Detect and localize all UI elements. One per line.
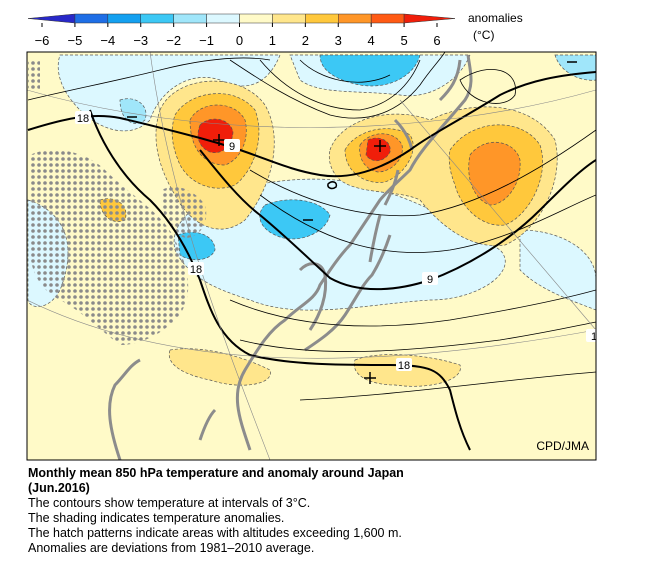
caption-line: The shading indicates temperature anomal… bbox=[28, 511, 285, 525]
colorbar-tick-label: −4 bbox=[100, 33, 115, 48]
colorbar-swatch bbox=[173, 13, 207, 24]
colorbar-swatch bbox=[403, 13, 456, 24]
contour-label: 18 bbox=[77, 113, 89, 125]
contour-label-box bbox=[224, 139, 240, 152]
map-frame bbox=[26, 51, 597, 461]
colorbar-tick-label: 0 bbox=[236, 33, 243, 48]
contour-label: 1 bbox=[591, 331, 597, 343]
contour-labels: 18 9 18 9 18 1 bbox=[75, 111, 597, 372]
caption-period: (Jun.2016) bbox=[28, 481, 90, 495]
colorbar-swatch bbox=[74, 13, 109, 24]
colorbar-tick-label: −1 bbox=[199, 33, 214, 48]
colorbar-swatch bbox=[370, 13, 405, 24]
caption-line: The contours show temperature at interva… bbox=[28, 496, 311, 510]
colorbar-tick-label: 1 bbox=[269, 33, 276, 48]
contour-label-box bbox=[422, 272, 438, 285]
colorbar-tick-label: 6 bbox=[433, 33, 440, 48]
colorbar-tick-label: −6 bbox=[35, 33, 50, 48]
colorbar-swatch bbox=[338, 13, 372, 24]
caption-line: Anomalies are deviations from 1981–2010 … bbox=[28, 541, 315, 555]
colorbar-swatch bbox=[239, 13, 273, 24]
contour-label: 9 bbox=[229, 141, 235, 153]
coastline bbox=[108, 54, 473, 460]
colorbar-swatch bbox=[206, 13, 240, 24]
colorbar-tick-label: −3 bbox=[133, 33, 148, 48]
map: 18 9 18 9 18 1 CPD/JMA bbox=[27, 52, 597, 460]
colorbar-title: anomalies bbox=[468, 11, 523, 25]
contours bbox=[27, 52, 596, 451]
colorbar-tick-label: 4 bbox=[368, 33, 375, 48]
extrema-markers bbox=[127, 61, 577, 384]
colorbar-swatch bbox=[27, 13, 76, 24]
caption-title: Monthly mean 850 hPa temperature and ano… bbox=[28, 466, 404, 480]
contour-label: 9 bbox=[427, 274, 433, 286]
colorbar-tick-label: 2 bbox=[302, 33, 309, 48]
colorbar-tick-label: 5 bbox=[400, 33, 407, 48]
caption-line: The hatch patterns indicate areas with a… bbox=[28, 526, 402, 540]
colorbar-swatch bbox=[140, 13, 174, 24]
contour-label-box bbox=[586, 329, 596, 342]
contour-label-box bbox=[396, 358, 412, 371]
colorbar: −6 −5 −4 −3 −2 −1 0 1 2 3 4 5 6 bbox=[27, 13, 456, 48]
map-figure: −6 −5 −4 −3 −2 −1 0 1 2 3 4 5 6 anomalies (°C) bbox=[26, 11, 597, 461]
colorbar-tick-label: −5 bbox=[68, 33, 83, 48]
credit: CPD/JMA bbox=[536, 439, 589, 453]
colorbar-swatch bbox=[107, 13, 141, 24]
contour-label: 18 bbox=[398, 360, 410, 372]
colorbar-unit: (°C) bbox=[473, 28, 494, 42]
contour-label-box bbox=[75, 111, 91, 124]
colorbar-swatch bbox=[305, 13, 339, 24]
colorbar-swatch bbox=[272, 13, 306, 24]
colorbar-tick-label: 3 bbox=[335, 33, 342, 48]
colorbar-tick-label: −2 bbox=[166, 33, 181, 48]
contour-label: 18 bbox=[190, 264, 202, 276]
contour-label-box bbox=[188, 262, 204, 275]
